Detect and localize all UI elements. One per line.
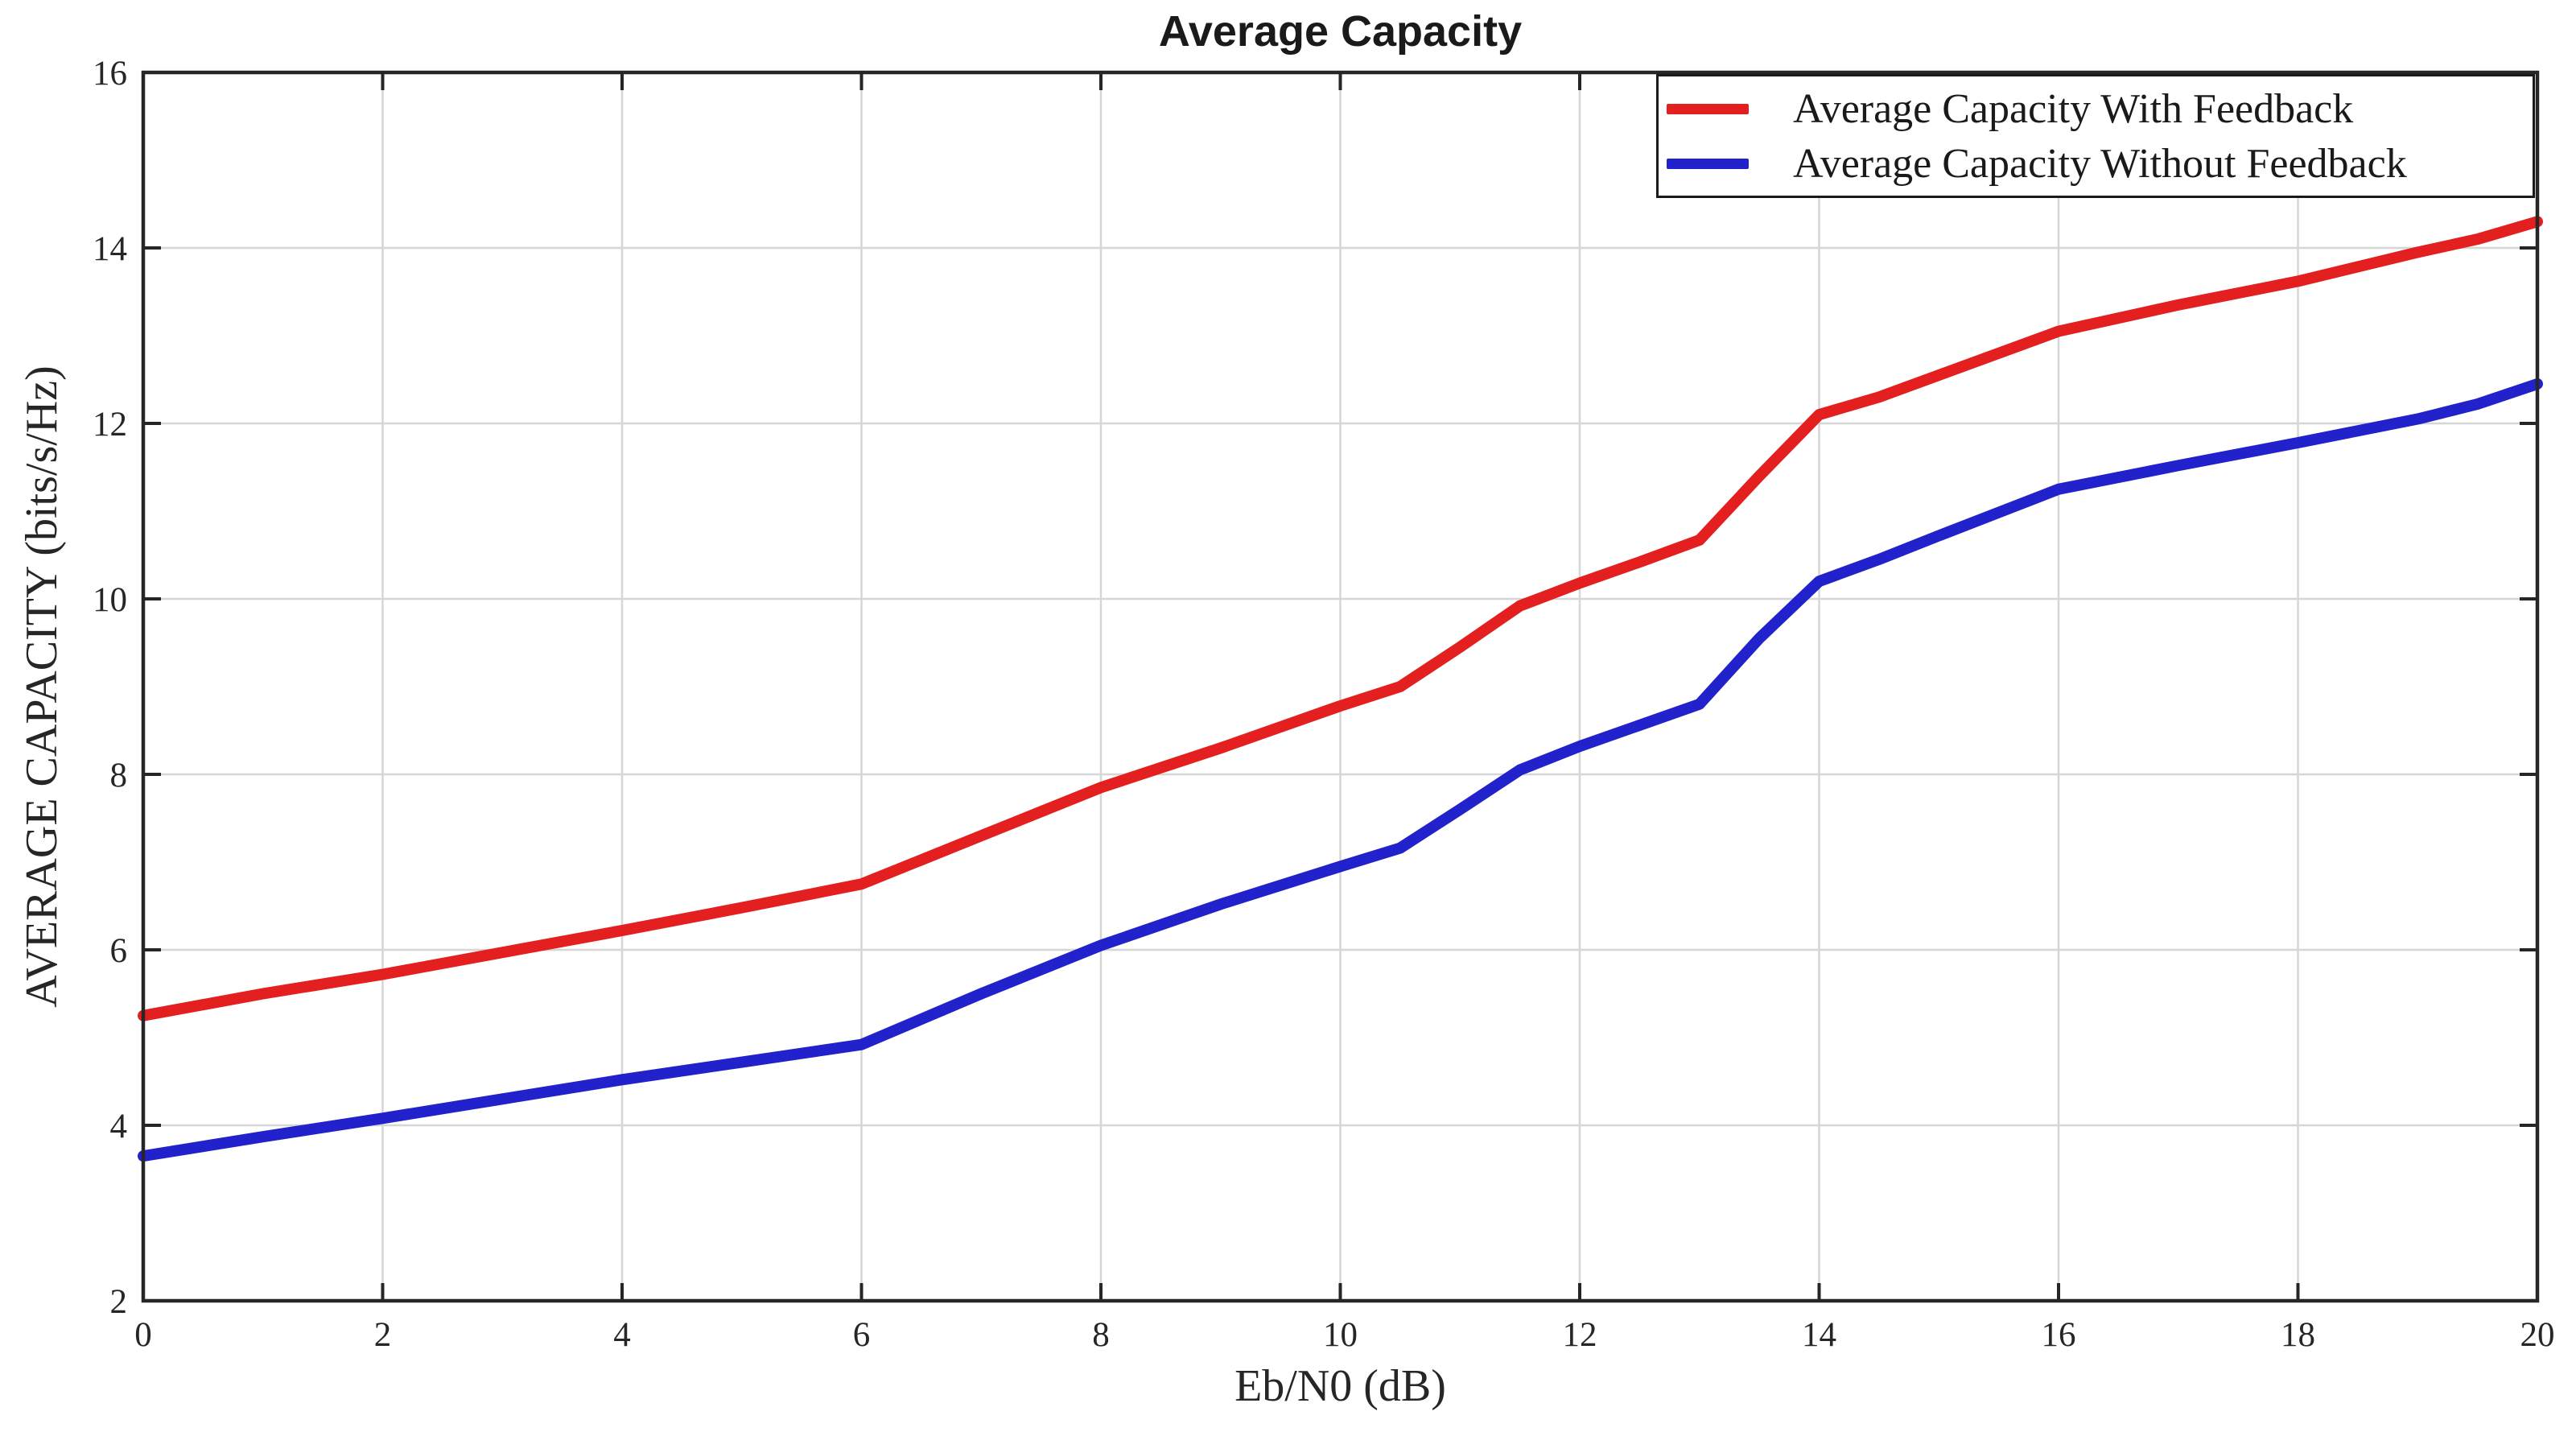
legend-line-without-feedback xyxy=(1667,158,1749,169)
y-tick-label: 12 xyxy=(93,406,127,444)
y-tick-label: 8 xyxy=(110,757,128,794)
legend-item: Average Capacity Without Feedback xyxy=(1667,140,2533,188)
x-tick-label: 16 xyxy=(2042,1316,2076,1354)
x-tick-label: 12 xyxy=(1563,1316,1597,1354)
x-tick-label: 0 xyxy=(134,1316,152,1354)
x-tick-label: 14 xyxy=(1802,1316,1836,1354)
x-tick-label: 8 xyxy=(1092,1316,1110,1354)
legend-label-with-feedback: Average Capacity With Feedback xyxy=(1793,85,2354,132)
y-tick-label: 16 xyxy=(93,55,127,93)
y-tick-label: 6 xyxy=(110,932,128,970)
legend: Average Capacity With Feedback Average C… xyxy=(1656,74,2535,198)
x-tick-label: 20 xyxy=(2520,1316,2555,1354)
y-tick-label: 4 xyxy=(110,1108,128,1145)
y-tick-label: 10 xyxy=(93,581,127,619)
x-axis-label: Eb/N0 (dB) xyxy=(1234,1361,1446,1411)
chart-title: Average Capacity xyxy=(1158,7,1523,56)
legend-label-without-feedback: Average Capacity Without Feedback xyxy=(1793,140,2407,187)
legend-line-with-feedback xyxy=(1667,103,1749,114)
y-tick-label: 14 xyxy=(93,230,127,268)
legend-item: Average Capacity With Feedback xyxy=(1667,85,2533,133)
x-tick-label: 6 xyxy=(853,1316,871,1354)
x-tick-label: 2 xyxy=(374,1316,392,1354)
y-tick-label: 2 xyxy=(110,1283,128,1321)
x-tick-label: 18 xyxy=(2281,1316,2315,1354)
x-tick-label: 4 xyxy=(613,1316,631,1354)
x-tick-label: 10 xyxy=(1323,1316,1358,1354)
